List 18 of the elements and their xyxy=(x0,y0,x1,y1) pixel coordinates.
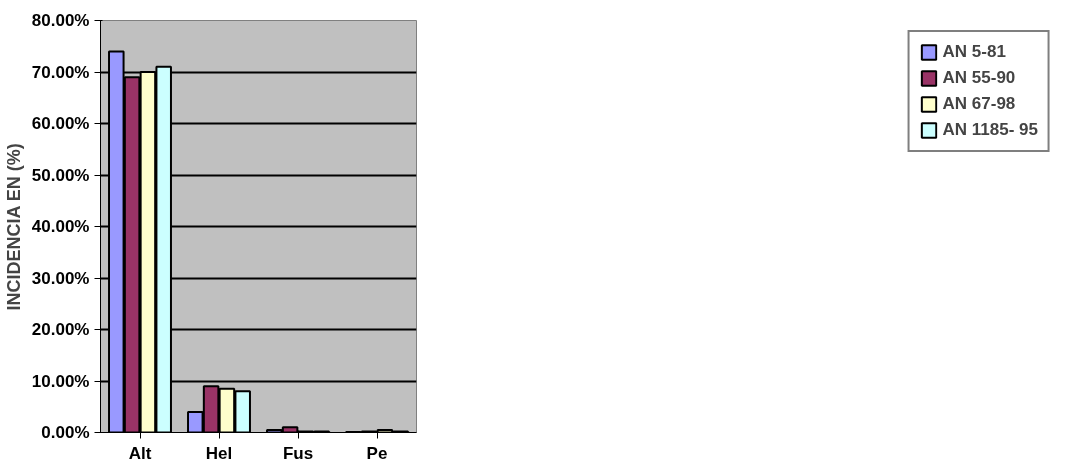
x-tick-label: Alt xyxy=(128,443,152,463)
x-tick-label: Pe xyxy=(366,443,388,463)
legend-label: AN 5-81 xyxy=(942,42,1006,62)
y-tick-label: 20.00% xyxy=(31,320,90,339)
y-tick-label: 30.00% xyxy=(31,268,90,288)
legend-label: AN 55-90 xyxy=(942,68,1016,88)
y-axis-title: INCIDENCIA EN (%) xyxy=(3,143,24,311)
y-tick-label: 50.00% xyxy=(31,165,90,185)
x-tick-label: Hel xyxy=(205,443,233,463)
y-tick-label: 70.00% xyxy=(31,62,90,82)
y-tick-label: 0.00% xyxy=(41,423,90,442)
legend-label: AN 1185- 95 xyxy=(942,120,1038,140)
y-tick-label: 10.00% xyxy=(31,371,90,391)
y-tick-label: 60.00% xyxy=(31,114,90,133)
y-tick-label: 80.00% xyxy=(31,11,90,30)
legend-label: AN 67-98 xyxy=(942,94,1016,114)
x-tick-label: Fus xyxy=(282,443,314,463)
y-tick-label: 40.00% xyxy=(31,217,90,236)
